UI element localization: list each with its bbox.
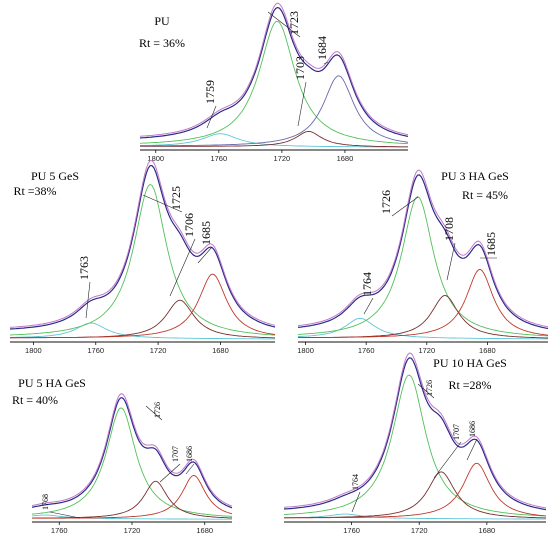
component-peak-1685 — [10, 273, 276, 339]
panel-title: PU 5 GeS — [31, 169, 79, 183]
peak-label-1706: 1706 — [182, 213, 196, 237]
component-peak-1686 — [284, 462, 547, 519]
x-tick-label: 1720 — [150, 346, 167, 355]
x-tick-label: 1720 — [418, 346, 435, 355]
peak-leader-line — [433, 441, 462, 479]
fitted-envelope — [9, 164, 276, 330]
fitted-envelope — [31, 397, 233, 509]
x-tick-label: 1680 — [337, 154, 354, 163]
x-tick-label: 1760 — [51, 526, 68, 535]
x-tick-label: 1760 — [343, 526, 360, 535]
panel-5: 1760 1720 1680 PU 10 HA GeS Rt =28% 1764 1726 1… — [283, 352, 547, 535]
fitted-envelope — [283, 357, 547, 511]
peak-label-1685: 1685 — [199, 221, 213, 245]
x-tick-label: 1680 — [212, 346, 229, 355]
peak-leader-line — [391, 196, 419, 217]
x-tick-label: 1760 — [210, 154, 227, 163]
peak-leader-line — [185, 463, 195, 475]
peak-leader-line — [267, 11, 301, 38]
peak-label-1686: 1686 — [185, 446, 194, 462]
peak-leader-line — [297, 81, 307, 127]
component-peak-1684 — [140, 75, 409, 147]
measured-spectrum — [283, 352, 547, 509]
measured-spectrum — [9, 160, 276, 328]
panel-title: PU — [154, 14, 170, 28]
panel-3: 1800 1760 1720 1680 PU 3 HA GeS Rt = 45% 1764 1… — [297, 169, 549, 355]
peak-label-1763: 1763 — [77, 256, 91, 280]
x-tick-label: 1680 — [196, 526, 213, 535]
peak-leader-line — [351, 491, 361, 513]
panel-subtitle: Rt = 45% — [462, 188, 508, 202]
peak-leader-line — [142, 194, 183, 213]
fitted-envelope — [297, 174, 549, 330]
peak-label-1726: 1726 — [153, 402, 162, 418]
x-tick-label: 1800 — [297, 346, 314, 355]
component-peak-1726 — [283, 374, 547, 517]
panel-subtitle: Rt = 40% — [12, 393, 58, 407]
peak-leader-line — [145, 405, 163, 421]
peak-leader-line — [466, 438, 478, 461]
x-tick-label: 1800 — [25, 346, 42, 355]
panel-title: PU 3 HA GeS — [441, 169, 509, 183]
peak-label-1685: 1685 — [484, 232, 498, 256]
peak-label-1707: 1707 — [452, 424, 461, 440]
component-peak-1768 — [31, 514, 232, 520]
peak-leader-line — [49, 511, 81, 519]
panel-title: PU 10 HA GeS — [433, 356, 507, 370]
panel-subtitle: Rt =38% — [13, 184, 56, 198]
peak-label-1726: 1726 — [425, 380, 434, 396]
peak-label-1723: 1723 — [287, 11, 301, 35]
panel-4: 1760 1720 1680 PU 5 HA GeS Rt = 40% 1768 1726 1… — [12, 376, 233, 535]
component-peak-1686 — [32, 475, 233, 519]
x-tick-label: 1680 — [478, 526, 495, 535]
component-peak-1726 — [31, 407, 233, 517]
peak-leader-line — [85, 281, 91, 319]
peak-label-1759: 1759 — [203, 80, 217, 104]
component-peak-1759 — [140, 133, 408, 148]
peak-label-1764: 1764 — [360, 272, 374, 296]
fitted-envelope — [139, 6, 409, 139]
peak-leader-line — [446, 242, 456, 281]
measured-spectrum — [139, 2, 409, 137]
component-peak-1764 — [297, 317, 548, 340]
component-peak-1703 — [140, 130, 408, 148]
component-peak-1723 — [139, 20, 409, 145]
peak-leader-line — [169, 238, 196, 297]
x-tick-label: 1760 — [87, 346, 104, 355]
component-peak-1726 — [297, 196, 549, 337]
component-peak-1763 — [9, 322, 275, 340]
peak-label-1686: 1686 — [468, 421, 477, 437]
panel-subtitle: Rt = 36% — [139, 36, 185, 50]
peak-label-1703: 1703 — [293, 56, 307, 80]
peak-label-1764: 1764 — [351, 474, 360, 490]
x-tick-label: 1680 — [479, 346, 496, 355]
peak-label-1684: 1684 — [315, 36, 329, 60]
peak-leader-line — [197, 246, 213, 264]
peak-leader-line — [206, 105, 217, 129]
panel-title: PU 5 HA GeS — [18, 376, 86, 390]
panel-subtitle: Rt =28% — [448, 378, 491, 392]
peak-leader-line — [417, 383, 435, 399]
panel-1: 1800 1760 1720 1680 PU Rt = 36% 1759 1723 1703 16… — [139, 2, 409, 163]
x-tick-label: 1720 — [124, 526, 141, 535]
peak-label-1725: 1725 — [169, 186, 183, 210]
peak-leader-line — [323, 61, 329, 65]
component-peak-1685 — [298, 268, 549, 339]
x-tick-label: 1800 — [147, 154, 164, 163]
x-tick-label: 1760 — [358, 346, 375, 355]
peak-leader-line — [363, 297, 374, 315]
component-peak-1725 — [9, 183, 276, 336]
peak-leader-line — [159, 463, 181, 483]
peak-label-1726: 1726 — [379, 190, 393, 214]
measured-spectrum — [297, 169, 549, 328]
peak-label-1708: 1708 — [442, 217, 456, 241]
x-tick-label: 1720 — [411, 526, 428, 535]
component-peak-1764 — [284, 513, 546, 520]
peak-label-1707: 1707 — [171, 446, 180, 462]
measured-spectrum — [31, 393, 233, 507]
x-tick-label: 1720 — [274, 154, 291, 163]
peak-label-1768: 1768 — [41, 494, 50, 510]
